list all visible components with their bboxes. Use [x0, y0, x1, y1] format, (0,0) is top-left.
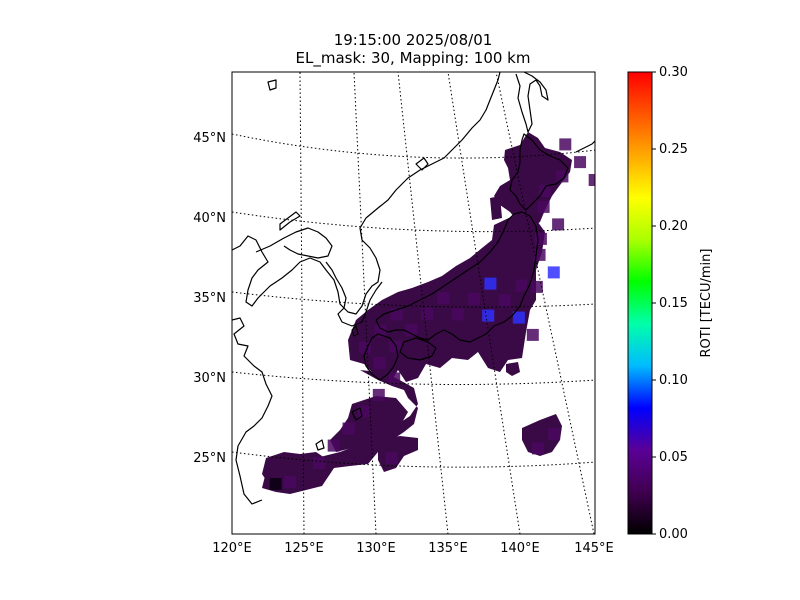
colorbar-gradient	[628, 72, 652, 534]
map-title-time: 19:15:00 2025/08/01	[333, 31, 493, 49]
coastline-liaodong	[279, 211, 301, 231]
coastline-shikoku	[399, 337, 437, 361]
roti-coverage-kyushu-south	[330, 396, 408, 452]
graticule-lon-145	[495, 72, 595, 534]
roti-cell	[389, 340, 402, 353]
graticule-lat-35	[232, 291, 595, 308]
roti-cell	[373, 356, 386, 369]
roti-cell	[451, 308, 464, 321]
latitude-tick-labels: 25°N 30°N 35°N 40°N 45°N	[193, 131, 226, 466]
colorbar-tick-label: 0.20	[659, 219, 688, 234]
roti-cell	[482, 309, 495, 322]
coastline-sado	[267, 79, 277, 91]
lon-tick-label: 120°E	[212, 541, 252, 556]
roti-cell	[547, 266, 560, 279]
coastline-korea	[325, 261, 383, 327]
coastline-kyushu	[363, 333, 399, 381]
lat-tick-label: 45°N	[193, 131, 226, 146]
roti-cell	[284, 476, 297, 489]
roti-cell	[405, 324, 418, 337]
coastline-honshu	[375, 211, 539, 343]
roti-cell	[588, 174, 595, 186]
roti-cell	[357, 405, 370, 418]
roti-cell	[420, 308, 433, 320]
roti-cell	[342, 422, 355, 435]
coastline-kuril	[575, 140, 595, 153]
colorbar-tick-label: 0.25	[659, 142, 688, 157]
coastline-sakhalin	[515, 72, 549, 133]
roti-cell	[512, 311, 525, 324]
lon-tick-label: 125°E	[284, 541, 324, 556]
roti-cell	[530, 280, 543, 293]
lat-tick-label: 30°N	[193, 371, 226, 386]
lon-tick-label: 130°E	[356, 541, 396, 556]
lat-tick-label: 35°N	[193, 291, 226, 306]
roti-cell	[515, 279, 528, 292]
graticule-lon-125	[299, 72, 305, 534]
roti-cell	[484, 277, 497, 290]
colorbar-tick-label: 0.05	[659, 450, 688, 465]
coastline-tsushima	[351, 325, 359, 337]
roti-coverage-layer	[262, 132, 572, 494]
colorbar-tick-label: 0.00	[659, 527, 688, 542]
colorbar: 0.00 0.05 0.10 0.15 0.20 0.25 0.30 ROTI [TECU/…	[627, 65, 714, 542]
coastline-oki	[415, 157, 429, 171]
roti-cell	[526, 328, 539, 341]
colorbar-tick-label: 0.30	[659, 65, 688, 80]
colorbar-ticks: 0.00 0.05 0.10 0.15 0.20 0.25 0.30	[652, 65, 688, 542]
roti-cell	[313, 456, 325, 469]
roti-cell	[269, 478, 282, 490]
map-plot-area	[232, 72, 595, 534]
lon-tick-label: 140°E	[500, 541, 540, 556]
coastline-hokkaido	[509, 133, 569, 211]
roti-cell	[359, 341, 372, 354]
roti-cell	[559, 138, 572, 151]
coastline-bohai	[255, 227, 333, 259]
map-frame	[231, 71, 596, 535]
roti-cell	[537, 200, 550, 213]
graticule-lat-30	[232, 371, 595, 385]
roti-cell	[552, 218, 565, 231]
roti-coverage-honshu-north-edge	[490, 196, 502, 220]
roti-cell	[548, 428, 561, 441]
roti-cell	[498, 294, 511, 307]
graticule-lon-135	[397, 72, 449, 534]
longitude-tick-labels: 120°E 125°E 130°E 135°E 140°E 145°E	[212, 541, 614, 556]
map-title-settings: EL_mask: 30, Mapping: 100 km	[295, 49, 531, 67]
roti-cell	[574, 156, 587, 169]
colorbar-label: ROTI [TECU/min]	[699, 249, 714, 358]
roti-cell	[385, 452, 398, 465]
lat-tick-label: 25°N	[193, 451, 226, 466]
colorbar-tick-label: 0.10	[659, 373, 688, 388]
lat-tick-label: 40°N	[193, 211, 226, 226]
roti-cell	[437, 292, 450, 305]
graticule-lat-40	[232, 211, 595, 233]
lon-tick-label: 135°E	[428, 541, 468, 556]
roti-coverage-izu	[506, 362, 520, 376]
roti-cell	[467, 292, 480, 305]
roti-cell	[531, 442, 544, 455]
coastline-mainland	[232, 72, 501, 505]
coastline-ryukyu-2	[315, 439, 325, 451]
coastline-layer	[232, 72, 595, 505]
lon-tick-label: 145°E	[574, 541, 614, 556]
colorbar-tick-label: 0.15	[659, 296, 688, 311]
roti-cell	[372, 388, 385, 401]
roti-cell	[388, 372, 401, 385]
coastline-ryukyu-1	[351, 407, 363, 421]
graticule-lon-130	[353, 72, 377, 534]
roti-cell	[327, 439, 340, 452]
graticule-lat-25	[232, 451, 595, 468]
